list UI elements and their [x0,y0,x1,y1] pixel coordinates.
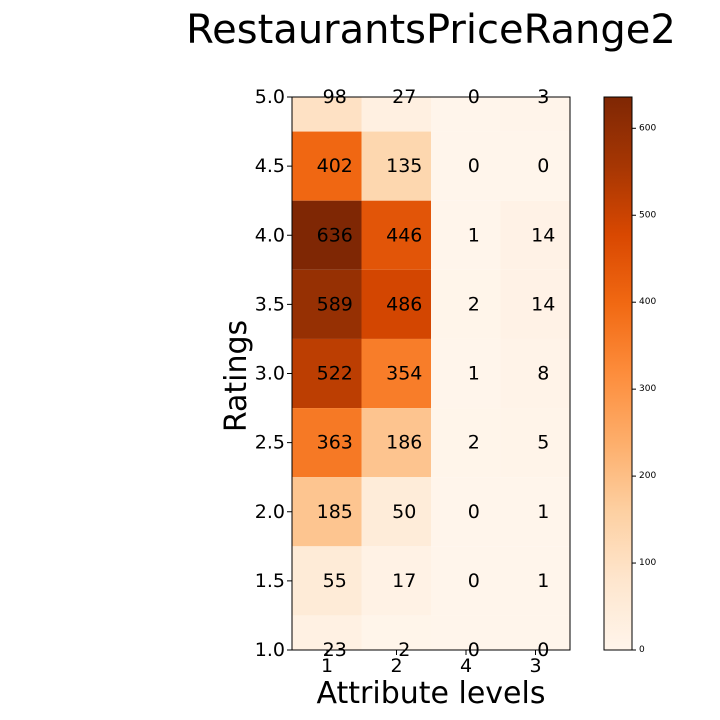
y-axis-label: Ratings [219,320,254,432]
heatmap-cell [361,615,431,650]
chart-title: RestaurantsPriceRange2 [186,7,676,53]
heatmap-cell [431,97,501,132]
colorbar-tick-label: 200 [639,471,656,481]
heatmap-cell [361,546,431,616]
y-tick-label: 4.0 [255,224,285,246]
cell-value-label: 14 [531,293,555,315]
cell-value-label: 522 [317,363,353,385]
colorbar-tick-label: 500 [639,210,656,220]
cell-value-label: 14 [531,224,555,246]
heatmap-cell [292,200,362,270]
heatmap-cell [500,408,570,478]
heatmap-cell [361,338,431,409]
heatmap-cell [292,97,362,132]
y-tick-label: 5.0 [255,86,285,108]
cell-value-label: 1 [537,501,549,523]
heatmap-cell [292,131,362,201]
cell-value-label: 185 [317,501,353,523]
heatmap-cell [431,200,501,270]
cell-value-label: 5 [537,432,549,454]
heatmap-cell [431,615,501,650]
cell-value-label: 636 [317,224,353,246]
x-tick-label: 4 [460,655,472,677]
x-axis-label: Attribute levels [317,676,546,711]
heatmap-cell [361,477,431,547]
y-tick-label: 3.5 [255,293,285,315]
cell-value-label: 55 [323,570,347,592]
heatmap-cell [292,269,362,339]
colorbar-tick-label: 400 [639,297,656,307]
heatmap-cell [431,408,501,478]
heatmap-cell [500,269,570,339]
heatmap-cell [431,269,501,339]
heatmap-cell [361,97,431,132]
heatmap-cell [292,477,362,547]
heatmap-cell [500,338,570,409]
heatmap-cell [500,615,570,650]
cell-value-label: 486 [386,293,422,315]
cell-value-label: 1 [468,224,480,246]
heatmap-cell [361,408,431,478]
colorbar-tick-label: 0 [639,645,645,655]
cell-value-label: 0 [468,501,480,523]
cell-value-label: 589 [317,293,353,315]
heatmap-cell [431,477,501,547]
cell-value-label: 1 [468,363,480,385]
heatmap-cell [431,131,501,201]
heatmap-cell [292,338,362,409]
cell-value-label: 50 [392,501,416,523]
y-tick-label: 2.5 [255,432,285,454]
colorbar-tick-label: 300 [639,384,656,394]
heatmap-cell [500,200,570,270]
heatmap-cells [292,97,570,650]
cell-value-label: 446 [386,224,422,246]
heatmap-cell [292,546,362,616]
y-axis-ticks: 5.0 4.5 4.0 3.5 3.0 2.5 2.0 1.5 1.0 [255,86,292,661]
y-tick-label: 2.0 [255,501,285,523]
cell-value-label: 354 [386,363,422,385]
heatmap-cell [431,546,501,616]
heatmap-cell [361,131,431,201]
cell-value-label: 0 [468,570,480,592]
cell-value-label: 2 [468,432,480,454]
cell-value-label: 363 [317,432,353,454]
heatmap-cell [500,131,570,201]
cell-value-label: 186 [386,432,422,454]
y-tick-label: 4.5 [255,155,285,177]
y-tick-label: 1.5 [255,570,285,592]
y-tick-label: 3.0 [255,363,285,385]
heatmap-cell [431,338,501,409]
cell-value-label: 135 [386,155,422,177]
heatmap-cell [500,477,570,547]
heatmap-cell [361,269,431,339]
y-tick-label: 1.0 [255,639,285,661]
heatmap-cell [361,200,431,270]
cell-value-label: 402 [317,155,353,177]
colorbar-tick-label: 600 [639,123,656,133]
colorbar-ticks: 0 100 200 300 400 500 600 [632,123,656,655]
cell-value-label: 17 [392,570,416,592]
cell-value-label: 2 [468,293,480,315]
heatmap-cell [292,408,362,478]
cell-value-label: 0 [468,155,480,177]
colorbar [603,96,633,651]
x-tick-label: 3 [529,655,541,677]
cell-value-label: 1 [537,570,549,592]
x-axis-ticks: 1 2 4 3 [321,650,542,677]
colorbar-tick-label: 100 [639,558,656,568]
cell-value-label: 0 [537,155,549,177]
x-tick-label: 2 [390,655,402,677]
cell-value-label: 8 [537,363,549,385]
heatmap-cell [500,97,570,132]
x-tick-label: 1 [321,655,333,677]
heatmap-cell [500,546,570,616]
heatmap-cell [292,615,362,650]
